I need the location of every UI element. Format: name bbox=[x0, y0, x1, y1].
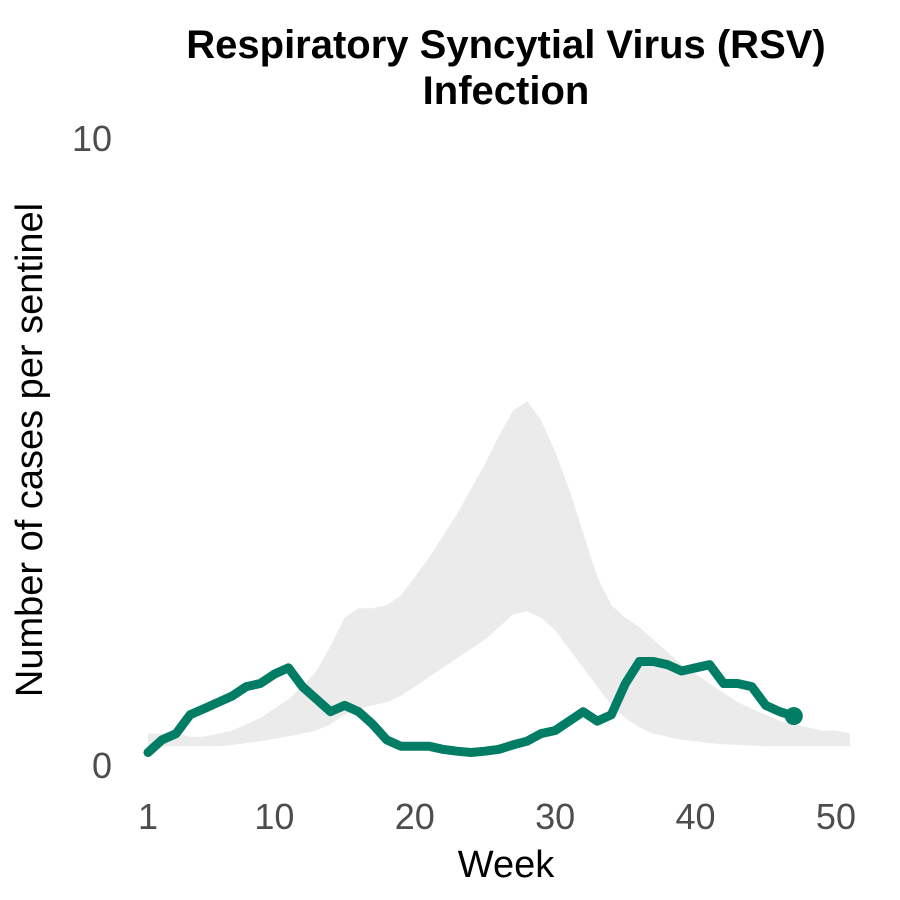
current-season-layer bbox=[143, 657, 803, 757]
y-axis-label: Number of cases per sentinel bbox=[9, 203, 51, 697]
y-tick-label: 10 bbox=[72, 118, 112, 159]
x-axis-ticks: 1 10 20 30 40 50 bbox=[138, 796, 856, 837]
x-tick-label: 40 bbox=[676, 796, 716, 837]
chart-title: Respiratory Syncytial Virus (RSV) bbox=[186, 23, 826, 67]
current-season-line bbox=[143, 657, 799, 757]
x-tick-label: 20 bbox=[395, 796, 435, 837]
x-axis-label: Week bbox=[458, 844, 555, 886]
x-tick-label: 50 bbox=[816, 796, 856, 837]
latest-week-marker bbox=[784, 707, 803, 726]
historical-band-layer bbox=[148, 401, 850, 747]
historical-range-band bbox=[148, 401, 850, 747]
x-tick-label: 30 bbox=[535, 796, 575, 837]
chart-title-line2: Infection bbox=[423, 69, 590, 113]
x-tick-label: 1 bbox=[138, 796, 158, 837]
x-tick-label: 10 bbox=[254, 796, 294, 837]
y-tick-label: 0 bbox=[92, 745, 112, 786]
y-axis-ticks: 0 10 bbox=[72, 118, 112, 786]
